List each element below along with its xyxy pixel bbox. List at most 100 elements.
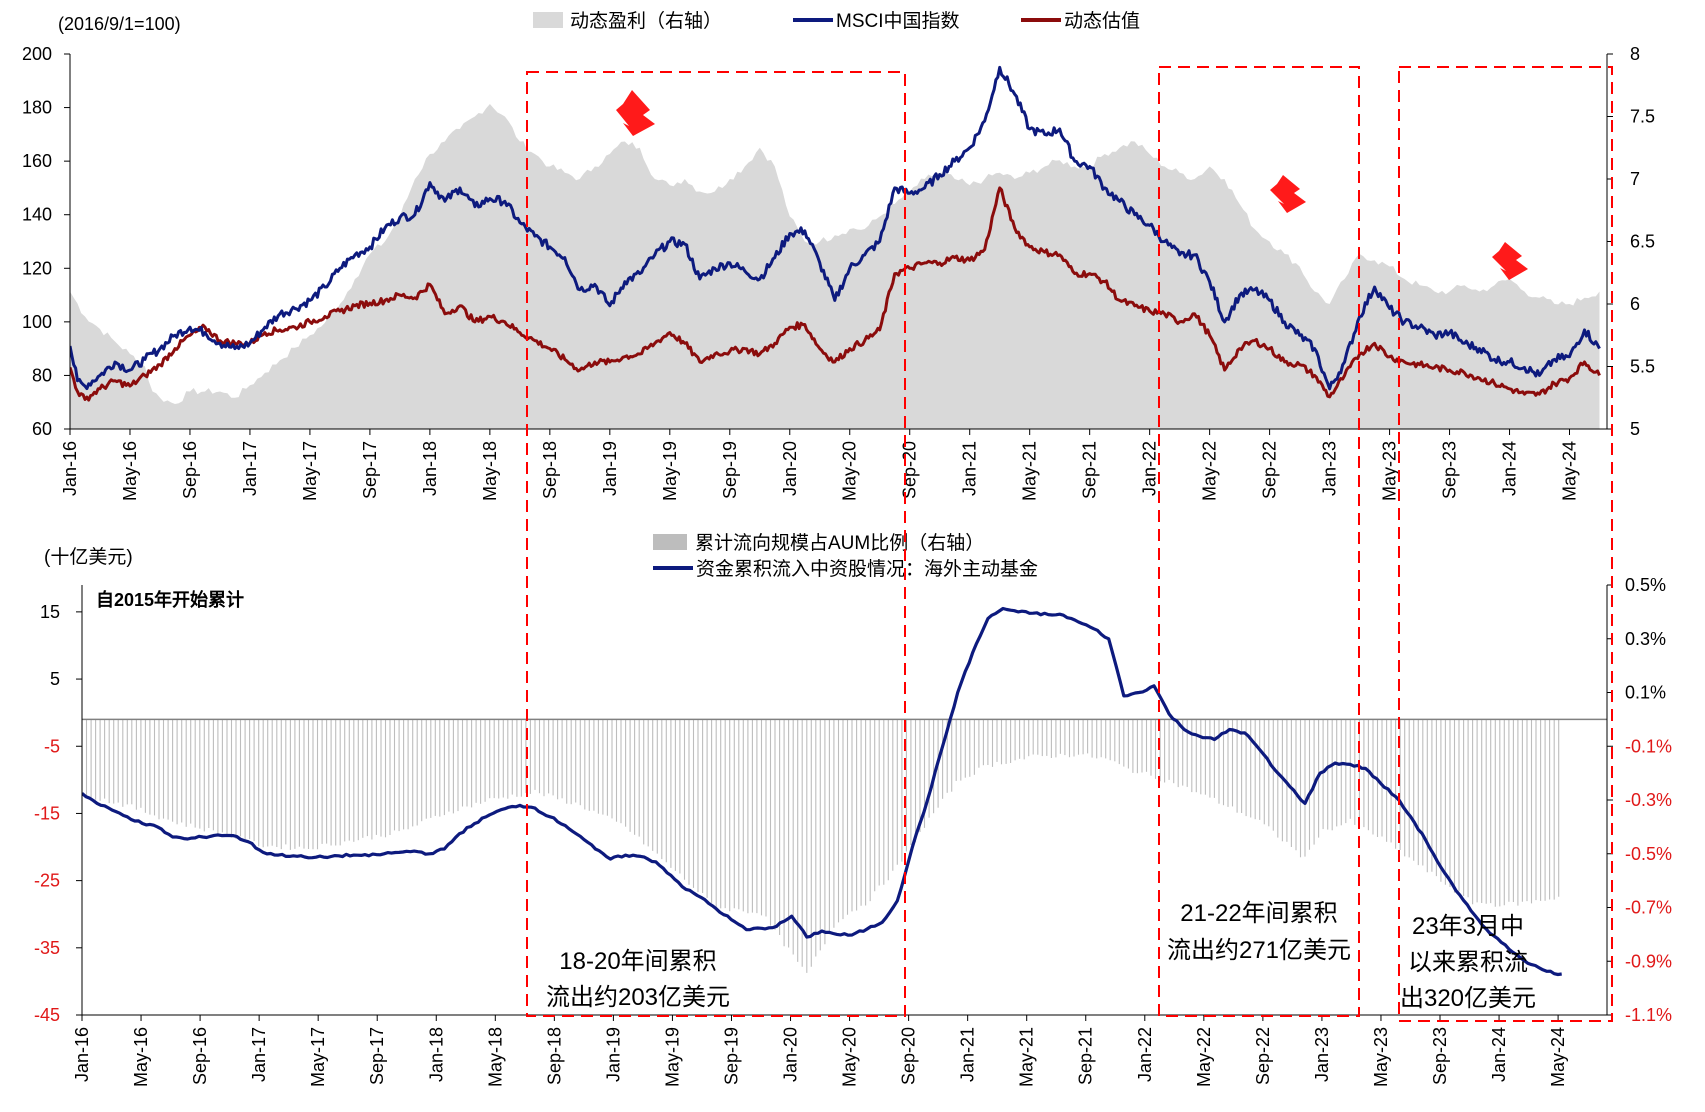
top-x-tick-label: Sep-20 bbox=[900, 441, 920, 499]
top-x-tick-label: May-23 bbox=[1380, 441, 1400, 501]
top-legend: 动态盈利（右轴） MSCI中国指数 动态估值 bbox=[533, 10, 1140, 32]
top-x-tick-label: Jan-18 bbox=[420, 441, 440, 496]
top-x-tick-label: Jan-19 bbox=[600, 441, 620, 496]
top-left-tick-label: 140 bbox=[22, 205, 52, 225]
bottom-x-tick-label: May-21 bbox=[1017, 1027, 1037, 1087]
top-left-tick-label: 160 bbox=[22, 151, 52, 171]
annotation-2023-2024: 23年3月中 以来累积流 出320亿美元 bbox=[1400, 913, 1536, 1012]
bottom-unit-note: (十亿美元) bbox=[44, 546, 133, 568]
bottom-right-tick-label: -0.5% bbox=[1625, 844, 1672, 864]
top-x-tick-label: Sep-21 bbox=[1080, 441, 1100, 499]
bottom-right-tick-label: 0.3% bbox=[1625, 629, 1666, 649]
top-right-tick-label: 6.5 bbox=[1630, 232, 1655, 252]
top-unit-note: (2016/9/1=100) bbox=[58, 14, 181, 34]
bottom-x-tick-label: Sep-18 bbox=[544, 1027, 564, 1085]
highlight-box-2023-2024 bbox=[1398, 66, 1613, 1022]
highlight-box-2018-2020 bbox=[526, 71, 906, 1017]
bottom-left-tick-label: -5 bbox=[44, 736, 60, 756]
inflow-line bbox=[82, 606, 1562, 977]
top-x-tick-label: May-19 bbox=[660, 441, 680, 501]
bottom-x-tick-label: May-17 bbox=[308, 1027, 328, 1087]
bottom-x-tick-label: Sep-20 bbox=[899, 1027, 919, 1085]
top-x-tick-label: May-18 bbox=[480, 441, 500, 501]
bottom-x-tick-label: Jan-18 bbox=[426, 1027, 446, 1082]
top-x-tick-label: May-21 bbox=[1020, 441, 1040, 501]
bottom-x-tick-label: Jan-24 bbox=[1489, 1027, 1509, 1082]
top-left-tick-label: 200 bbox=[22, 44, 52, 64]
bottom-x-tick-label: May-19 bbox=[662, 1027, 682, 1087]
bottom-left-ticks: 15 5 -5 -15 -25 -35 -45 bbox=[34, 602, 82, 1025]
arrow-icon-2 bbox=[1270, 175, 1306, 213]
highlight-box-2021-2022 bbox=[1158, 66, 1360, 1017]
top-x-tick-label: May-17 bbox=[300, 441, 320, 501]
top-right-tick-label: 8 bbox=[1630, 44, 1640, 64]
bottom-x-tick-label: Jan-17 bbox=[249, 1027, 269, 1082]
bottom-left-tick-label: 15 bbox=[40, 602, 60, 622]
annotation-2-line1: 21-22年间累积 bbox=[1180, 900, 1337, 927]
bottom-x-tick-label: Jan-19 bbox=[603, 1027, 623, 1082]
annotation-1-line1: 18-20年间累积 bbox=[559, 948, 716, 975]
top-x-tick-label: May-22 bbox=[1200, 441, 1220, 501]
bottom-x-tick-label: Jan-23 bbox=[1312, 1027, 1332, 1082]
bottom-chart: (十亿美元) 累计流向规模占AUM比例（右轴） 资金累积流入中资股情况：海外主动… bbox=[34, 532, 1672, 1087]
ratio-bars bbox=[82, 719, 1560, 973]
top-x-tick-label: Jan-17 bbox=[240, 441, 260, 496]
earnings-area bbox=[70, 104, 1600, 429]
top-x-tick-label: May-20 bbox=[840, 441, 860, 501]
msci-line bbox=[70, 65, 1601, 391]
bottom-x-tick-label: May-18 bbox=[485, 1027, 505, 1087]
top-left-tick-label: 60 bbox=[32, 419, 52, 439]
top-plot-area bbox=[70, 65, 1601, 429]
legend-label-msci: MSCI中国指数 bbox=[836, 10, 960, 32]
top-left-tick-label: 80 bbox=[32, 365, 52, 385]
legend-swatch-ratio bbox=[653, 534, 687, 550]
bottom-legend: 累计流向规模占AUM比例（右轴） 资金累积流入中资股情况：海外主动基金 bbox=[653, 532, 1038, 580]
bottom-right-tick-label: 0.1% bbox=[1625, 683, 1666, 703]
bottom-x-tick-label: May-16 bbox=[131, 1027, 151, 1087]
bottom-x-tick-label: Jan-20 bbox=[781, 1027, 801, 1082]
top-x-tick-label: Jan-23 bbox=[1320, 441, 1340, 496]
top-x-tick-label: Sep-19 bbox=[720, 441, 740, 499]
bottom-right-tick-label: -0.9% bbox=[1625, 951, 1672, 971]
annotation-1-line2: 流出约203亿美元 bbox=[546, 984, 730, 1011]
bottom-x-tick-label: Sep-16 bbox=[190, 1027, 210, 1085]
top-x-tick-label: May-16 bbox=[120, 441, 140, 501]
top-left-tick-label: 100 bbox=[22, 312, 52, 332]
top-x-tick-label: Sep-16 bbox=[180, 441, 200, 499]
legend-label-ratio: 累计流向规模占AUM比例（右轴） bbox=[695, 532, 984, 554]
bottom-x-tick-label: Jan-22 bbox=[1135, 1027, 1155, 1082]
bottom-right-ticks: 0.5% 0.3% 0.1% -0.1% -0.3% -0.5% -0.7% -0.9% -1.… bbox=[1607, 575, 1672, 1025]
annotation-2-line2: 流出约271亿美元 bbox=[1167, 937, 1351, 964]
top-x-tick-label: Sep-23 bbox=[1440, 441, 1460, 499]
top-x-tick-label: May-24 bbox=[1560, 441, 1580, 501]
top-right-ticks: 8 7.5 7 6.5 6 5.5 5 bbox=[1607, 44, 1655, 439]
bottom-x-tick-label: May-24 bbox=[1548, 1027, 1568, 1087]
top-left-tick-label: 120 bbox=[22, 258, 52, 278]
bottom-left-tick-label: 5 bbox=[50, 669, 60, 689]
legend-label-earnings: 动态盈利（右轴） bbox=[570, 10, 722, 32]
valuation-line bbox=[70, 186, 1601, 402]
bottom-left-tick-label: -45 bbox=[34, 1005, 60, 1025]
bottom-right-tick-label: -0.1% bbox=[1625, 736, 1672, 756]
bottom-x-tick-label: Sep-23 bbox=[1430, 1027, 1450, 1085]
top-right-tick-label: 7.5 bbox=[1630, 107, 1655, 127]
annotation-2021-2022: 21-22年间累积 流出约271亿美元 bbox=[1167, 900, 1351, 964]
annotation-3-line3: 出320亿美元 bbox=[1400, 985, 1536, 1012]
bottom-left-tick-label: -25 bbox=[34, 871, 60, 891]
bottom-right-tick-label: 0.5% bbox=[1625, 575, 1666, 595]
arrow-icon-1 bbox=[616, 90, 655, 136]
bottom-x-tick-label: Jan-21 bbox=[958, 1027, 978, 1082]
annotation-3-line2: 以来累积流 bbox=[1408, 949, 1528, 976]
legend-swatch-earnings bbox=[533, 12, 563, 28]
bottom-left-tick-label: -35 bbox=[34, 938, 60, 958]
bottom-right-tick-label: -1.1% bbox=[1625, 1005, 1672, 1025]
top-x-tick-label: Sep-18 bbox=[540, 441, 560, 499]
bottom-left-tick-label: -15 bbox=[34, 803, 60, 823]
bottom-x-tick-label: Sep-22 bbox=[1253, 1027, 1273, 1085]
arrow-icon-3 bbox=[1492, 242, 1528, 280]
top-right-tick-label: 7 bbox=[1630, 169, 1640, 189]
top-x-tick-label: Sep-22 bbox=[1260, 441, 1280, 499]
bottom-x-tick-label: Sep-17 bbox=[367, 1027, 387, 1085]
